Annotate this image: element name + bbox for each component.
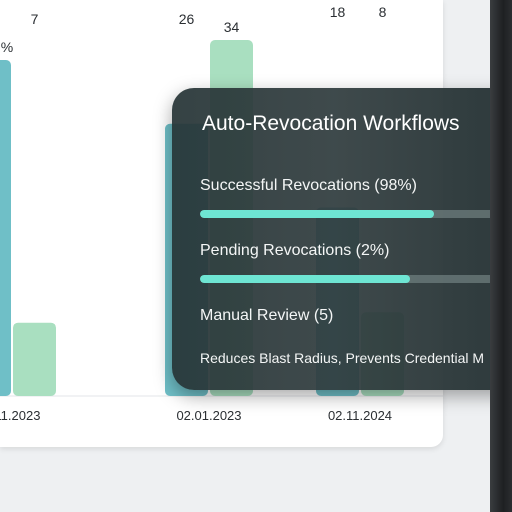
device-bezel [490, 0, 512, 512]
dashboard-screen: % 7 1.11.2023 26 34 02.01.2023 18 8 02.11.2024 A… [0, 0, 490, 512]
successful-revocations-label: Successful Revocations (98%) [200, 177, 417, 194]
successful-revocations-progress [200, 210, 490, 218]
successful-revocations-progress-fill [200, 210, 434, 218]
panel-title: Auto-Revocation Workflows [202, 112, 460, 135]
pending-revocations-label: Pending Revocations (2%) [200, 242, 390, 259]
auto-revocation-panel[interactable]: Auto-Revocation Workflows Successful Rev… [172, 88, 490, 390]
bar-series-1-1 [0, 60, 11, 396]
bar-value-label-1-3: 18 [330, 4, 346, 20]
bar-series-2-1 [13, 322, 56, 396]
bar-value-label-2-3: 8 [379, 4, 387, 20]
x-tick-label-3: 02.11.2024 [328, 408, 392, 423]
benefits-text: Reduces Blast Radius, Prevents Credentia… [200, 350, 485, 366]
x-tick-label-2: 02.01.2023 [176, 408, 241, 423]
pending-revocations-progress-fill [200, 275, 410, 283]
pending-revocations-progress [200, 275, 490, 283]
bar-value-label-1-1: % [1, 39, 13, 55]
bar-value-label-2-1: 7 [31, 11, 39, 27]
bar-value-label-2-2: 34 [224, 19, 240, 35]
bar-value-label-1-2: 26 [179, 11, 195, 27]
x-tick-label-1: 1.11.2023 [0, 408, 40, 423]
manual-review-label[interactable]: Manual Review (5) [200, 307, 334, 324]
